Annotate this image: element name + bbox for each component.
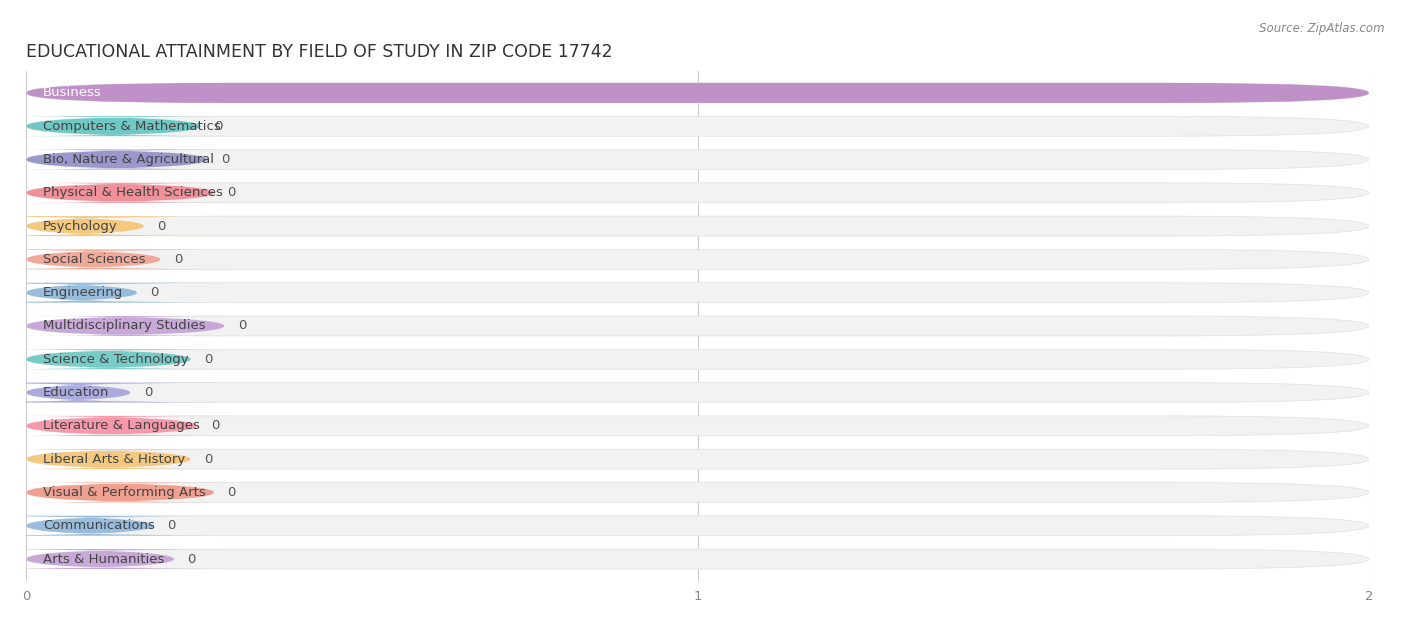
FancyBboxPatch shape: [27, 283, 1369, 303]
FancyBboxPatch shape: [0, 249, 228, 269]
Text: EDUCATIONAL ATTAINMENT BY FIELD OF STUDY IN ZIP CODE 17742: EDUCATIONAL ATTAINMENT BY FIELD OF STUDY…: [27, 44, 613, 61]
FancyBboxPatch shape: [13, 483, 228, 502]
FancyBboxPatch shape: [0, 350, 228, 369]
FancyBboxPatch shape: [0, 382, 228, 403]
Text: 0: 0: [204, 452, 212, 466]
FancyBboxPatch shape: [27, 183, 1369, 203]
Text: 0: 0: [211, 420, 219, 432]
FancyBboxPatch shape: [27, 449, 1369, 469]
Text: Social Sciences: Social Sciences: [44, 253, 145, 266]
Text: 0: 0: [157, 220, 166, 233]
FancyBboxPatch shape: [0, 283, 228, 303]
Text: 2: 2: [1382, 86, 1391, 100]
Text: 0: 0: [228, 486, 236, 499]
FancyBboxPatch shape: [27, 83, 1369, 103]
Text: Science & Technology: Science & Technology: [44, 353, 188, 366]
FancyBboxPatch shape: [27, 483, 1369, 502]
Text: Literature & Languages: Literature & Languages: [44, 420, 200, 432]
Text: 0: 0: [143, 386, 152, 399]
Text: Physical & Health Sciences: Physical & Health Sciences: [44, 186, 224, 199]
Text: 0: 0: [167, 519, 176, 532]
FancyBboxPatch shape: [0, 516, 228, 536]
Text: 0: 0: [187, 553, 195, 565]
Text: Source: ZipAtlas.com: Source: ZipAtlas.com: [1260, 22, 1385, 35]
FancyBboxPatch shape: [27, 516, 1369, 536]
FancyBboxPatch shape: [22, 316, 228, 336]
FancyBboxPatch shape: [0, 216, 228, 236]
FancyBboxPatch shape: [27, 416, 1369, 436]
FancyBboxPatch shape: [27, 116, 1369, 136]
Text: Business: Business: [44, 86, 101, 100]
FancyBboxPatch shape: [0, 116, 228, 136]
FancyBboxPatch shape: [27, 350, 1369, 369]
Text: 0: 0: [221, 153, 229, 166]
FancyBboxPatch shape: [27, 216, 1369, 236]
Text: Computers & Mathematics: Computers & Mathematics: [44, 120, 221, 133]
Text: Communications: Communications: [44, 519, 155, 532]
Text: Visual & Performing Arts: Visual & Performing Arts: [44, 486, 205, 499]
Text: Engineering: Engineering: [44, 286, 124, 299]
Text: Education: Education: [44, 386, 110, 399]
Text: 0: 0: [204, 353, 212, 366]
Text: 0: 0: [214, 120, 222, 133]
FancyBboxPatch shape: [0, 449, 228, 469]
Text: Multidisciplinary Studies: Multidisciplinary Studies: [44, 319, 205, 333]
FancyBboxPatch shape: [27, 382, 1369, 403]
Text: 0: 0: [174, 253, 183, 266]
FancyBboxPatch shape: [27, 549, 1369, 569]
FancyBboxPatch shape: [27, 249, 1369, 269]
FancyBboxPatch shape: [27, 83, 1369, 103]
Text: 0: 0: [150, 286, 159, 299]
Text: 0: 0: [228, 186, 236, 199]
FancyBboxPatch shape: [0, 549, 228, 569]
FancyBboxPatch shape: [27, 150, 1369, 170]
FancyBboxPatch shape: [27, 316, 1369, 336]
Text: Liberal Arts & History: Liberal Arts & History: [44, 452, 186, 466]
FancyBboxPatch shape: [0, 416, 228, 436]
Text: Arts & Humanities: Arts & Humanities: [44, 553, 165, 565]
Text: Psychology: Psychology: [44, 220, 118, 233]
FancyBboxPatch shape: [13, 183, 228, 203]
Text: Bio, Nature & Agricultural: Bio, Nature & Agricultural: [44, 153, 214, 166]
FancyBboxPatch shape: [6, 150, 228, 170]
Text: 0: 0: [238, 319, 246, 333]
